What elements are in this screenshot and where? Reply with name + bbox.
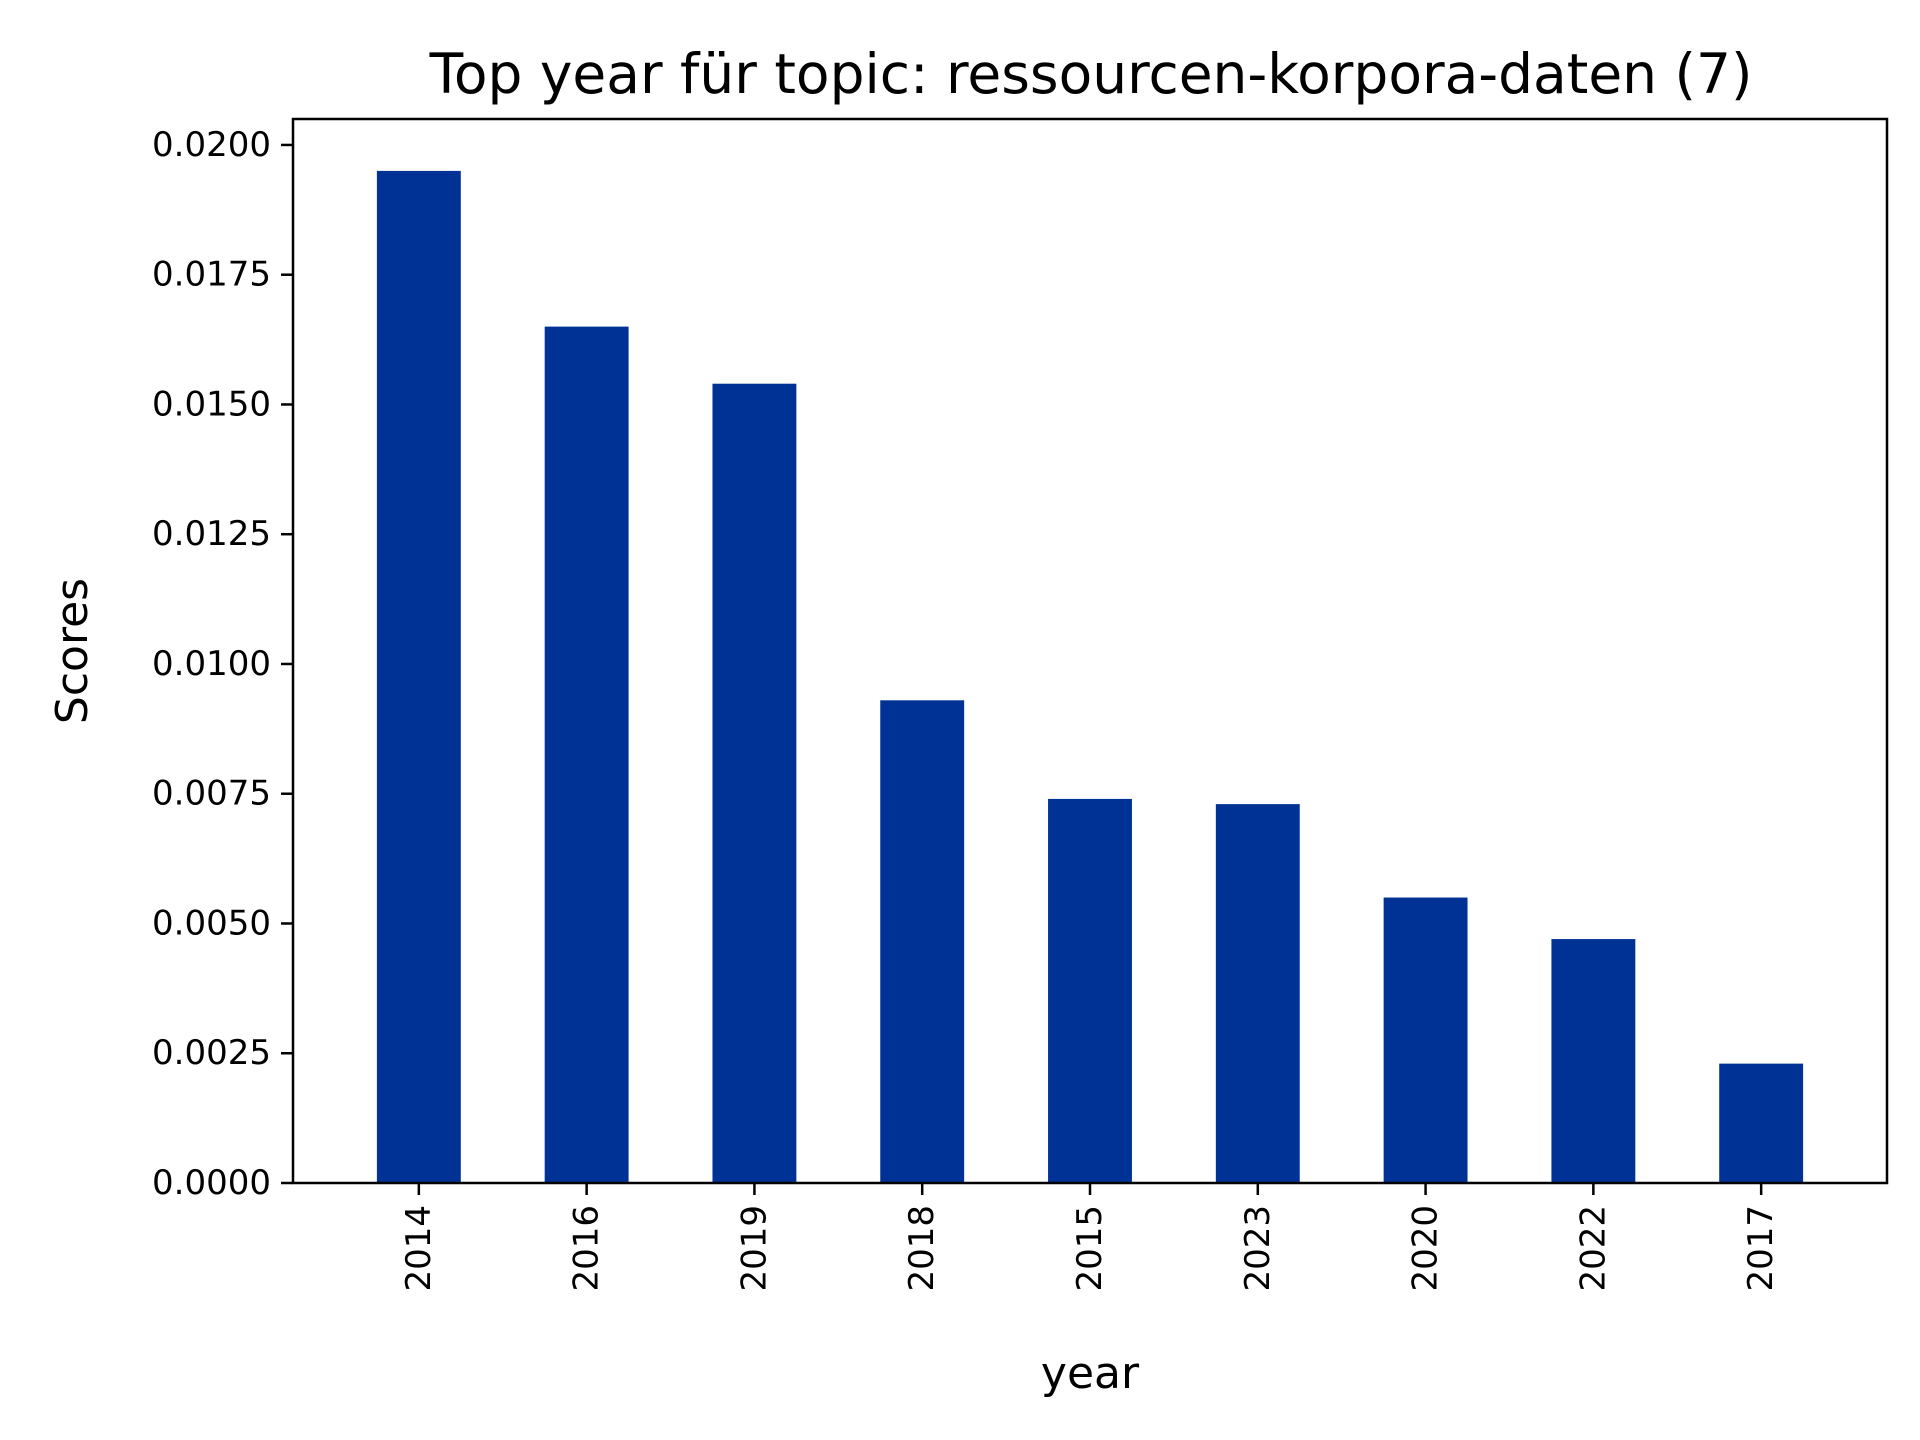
x-tick-label-2014: 2014	[399, 1205, 439, 1292]
x-tick-label-2017: 2017	[1741, 1205, 1781, 1292]
x-tick-label-2018: 2018	[902, 1205, 942, 1292]
bar-2023	[1215, 804, 1300, 1183]
x-tick-label-2019: 2019	[734, 1205, 774, 1292]
bar-2015	[1048, 798, 1132, 1183]
x-tick-label-2016: 2016	[567, 1205, 607, 1292]
y-axis-ticks: 0.0000 0.0025 0.0050 0.0075 0.0100 0.0125 0.01…	[152, 125, 293, 1203]
x-tick-label-2020: 2020	[1406, 1205, 1446, 1292]
y-tick-label: 0.0000	[152, 1163, 271, 1203]
y-tick-label: 0.0100	[152, 644, 271, 684]
bar-2018	[880, 700, 965, 1183]
bar-2014	[376, 170, 461, 1183]
y-tick-label: 0.0200	[152, 125, 271, 165]
bar-2022	[1551, 939, 1636, 1183]
y-tick-label: 0.0075	[152, 774, 271, 814]
x-tick-label-2015: 2015	[1070, 1205, 1110, 1292]
x-tick-label-2023: 2023	[1238, 1205, 1278, 1292]
bar-2020	[1383, 897, 1468, 1183]
bars-group	[376, 170, 1804, 1183]
x-axis-ticks: 2014 2016 2019 2018 2015 2023 2020 2022 2017	[399, 1183, 1781, 1292]
x-tick-label-2022: 2022	[1573, 1205, 1613, 1292]
y-tick-label: 0.0125	[152, 514, 271, 554]
y-tick-label: 0.0025	[152, 1033, 271, 1073]
y-tick-label: 0.0175	[152, 255, 271, 295]
x-axis-label: year	[1041, 1348, 1140, 1399]
y-tick-label: 0.0050	[152, 903, 271, 943]
bar-2016	[544, 326, 629, 1183]
bar-2019	[712, 383, 797, 1183]
y-tick-label: 0.0150	[152, 384, 271, 424]
y-axis-label: Scores	[47, 578, 98, 724]
chart-title: Top year für topic: ressourcen-korpora-d…	[429, 42, 1753, 106]
plot-frame	[291, 117, 1889, 1185]
bar-2017	[1719, 1063, 1804, 1183]
